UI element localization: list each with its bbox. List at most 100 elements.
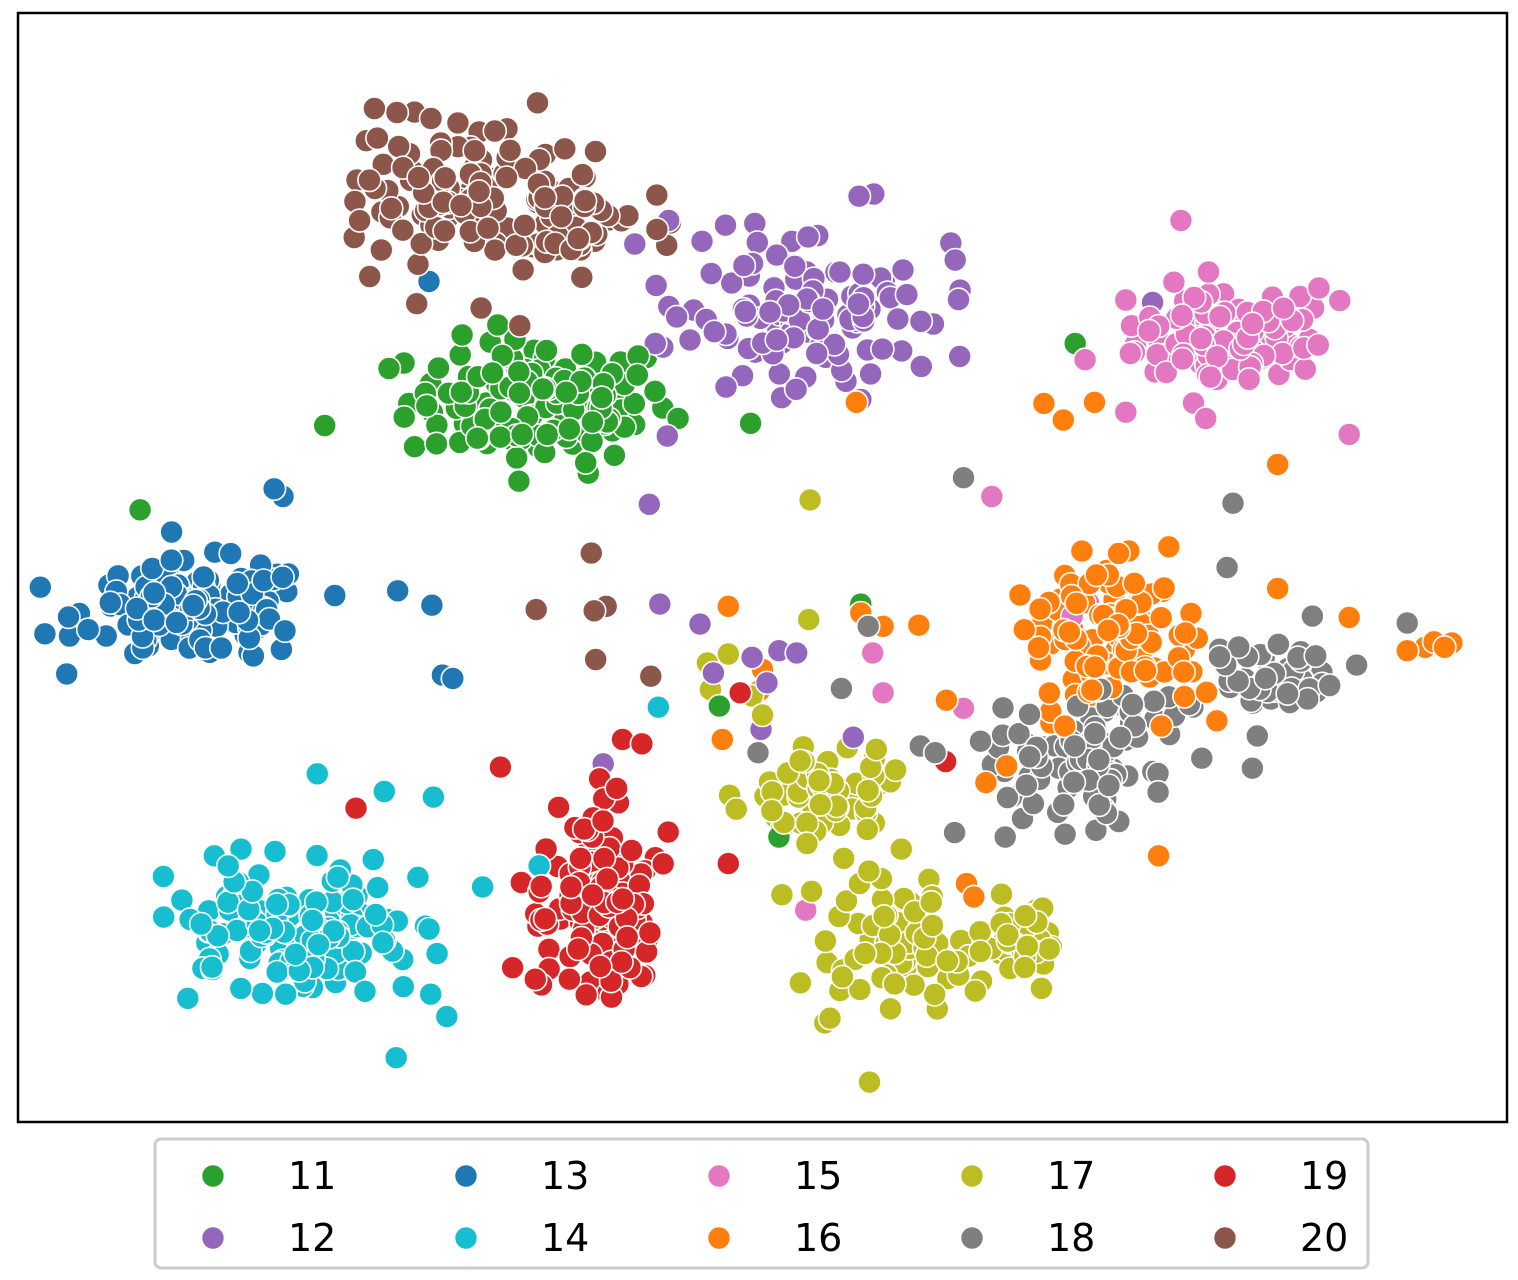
data-point-20 [523,597,549,622]
data-point-16 [1146,843,1171,869]
data-point-18 [1082,721,1108,746]
data-point-18 [1062,733,1087,759]
data-point-17 [807,792,833,818]
data-point-11 [465,425,490,451]
legend-marker-18 [959,1225,985,1251]
data-point-16 [1394,638,1420,664]
data-point-12 [647,591,673,617]
data-point-16 [1031,391,1057,416]
data-point-11 [553,379,579,405]
data-point-18 [1096,773,1122,798]
data-point-12 [731,253,757,278]
data-point-14 [343,959,368,985]
data-point-14 [434,1004,460,1029]
data-point-14 [300,907,325,933]
data-point-16 [961,884,987,910]
data-point-17 [989,881,1014,907]
data-point-20 [570,162,595,187]
data-point-18 [1214,555,1240,580]
data-point-14 [424,941,450,966]
data-point-18 [968,728,993,754]
data-point-18 [1226,634,1251,660]
data-point-15 [1198,364,1223,390]
data-point-14 [304,761,330,787]
data-point-18 [1300,603,1325,629]
data-point-18 [951,465,976,491]
data-point-16 [1204,708,1230,734]
data-point-19 [557,966,582,992]
data-point-19 [587,954,613,979]
data-point-18 [1051,792,1076,817]
data-point-20 [583,647,609,672]
data-point-16 [1057,619,1082,645]
data-point-12 [894,282,920,307]
data-point-11 [426,355,451,381]
data-point-17 [1015,933,1040,959]
data-point-14 [325,864,351,890]
legend-label-20: 20 [1300,1216,1348,1260]
data-point-12 [846,183,872,209]
data-point-12 [643,273,669,298]
data-point-14 [383,1045,409,1070]
data-point-19 [528,873,554,899]
data-point-17 [834,888,859,914]
data-point-16 [1122,570,1147,596]
data-point-19 [715,851,741,876]
data-point-17 [882,971,907,997]
data-point-12 [784,640,810,666]
data-point-13 [164,610,189,635]
data-point-12 [827,259,853,285]
data-point-17 [796,607,822,632]
data-point-16 [1148,605,1174,631]
data-point-20 [468,295,494,321]
data-point-20 [448,193,474,218]
data-point-12 [754,670,780,696]
data-point-13 [124,596,150,621]
data-point-12 [805,316,831,342]
data-point-16 [1012,617,1037,643]
data-point-18 [942,820,967,845]
data-point-16 [1082,389,1107,415]
data-point-19 [591,846,617,871]
data-point-20 [569,264,595,290]
data-point-18 [1220,490,1246,516]
data-point-12 [908,354,934,379]
data-point-15 [1293,356,1318,382]
data-point-15 [1327,288,1353,313]
data-point-16 [1051,407,1076,433]
data-point-14 [416,916,442,942]
data-point-15 [860,640,886,666]
data-point-15 [1196,259,1221,285]
data-point-14 [390,974,416,1000]
data-point-20 [512,213,537,238]
data-point-16 [1007,582,1033,608]
data-point-18 [1253,665,1278,691]
data-point-19 [594,866,620,892]
data-point-19 [614,924,640,950]
data-point-11 [488,399,514,425]
data-point-12 [850,261,876,287]
data-point-18 [1017,744,1042,770]
data-point-18 [1240,755,1265,781]
data-point-12 [757,299,783,325]
data-point-11 [602,442,627,468]
legend: 11 12 13 14 15 16 17 18 19 20 [153,1137,1370,1270]
data-point-12 [942,247,968,273]
data-point-11 [642,378,668,404]
data-point-15 [1113,399,1139,425]
data-point-11 [414,393,440,419]
data-point-17 [920,913,945,938]
data-point-11 [509,422,535,447]
data-point-14 [470,874,495,900]
data-point-12 [719,270,745,296]
data-point-12 [701,660,726,686]
data-point-16 [1265,576,1290,601]
data-point-12 [885,306,911,332]
data-point-13 [385,578,411,604]
legend-label-12: 12 [288,1216,336,1260]
data-point-15 [1169,303,1195,328]
data-point-20 [418,106,444,131]
data-point-18 [1266,631,1291,657]
data-point-12 [713,374,739,400]
